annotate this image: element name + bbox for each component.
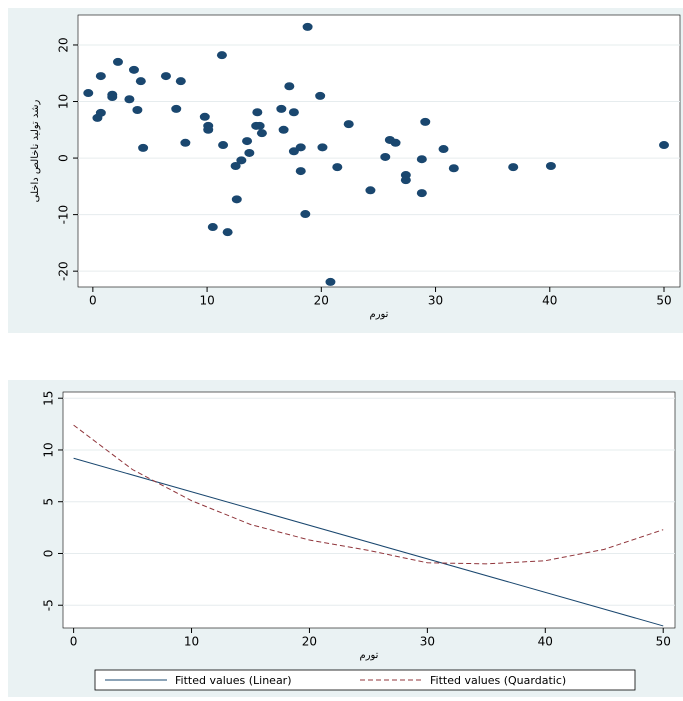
y-tick-label: -5	[42, 599, 56, 611]
point	[325, 278, 335, 286]
x-axis-label: تورم	[360, 650, 379, 661]
point	[200, 113, 210, 121]
point	[546, 162, 556, 170]
y-tick-label: 5	[42, 498, 56, 506]
x-axis-label: تورم	[370, 309, 389, 320]
point	[449, 164, 459, 172]
legend-label: Fitted values (Linear)	[175, 674, 292, 687]
legend-label: Fitted values (Quardatic)	[430, 674, 566, 687]
point	[176, 77, 186, 85]
point	[420, 118, 430, 126]
point	[391, 139, 401, 147]
point	[138, 144, 148, 152]
point	[132, 106, 142, 114]
page: -20-100102001020304050تورمرشد تولید ناخا…	[0, 0, 683, 697]
y-tick-label: 20	[57, 37, 71, 52]
point	[417, 189, 427, 197]
x-tick-label: 10	[184, 635, 199, 649]
point	[380, 153, 390, 161]
point	[136, 77, 146, 85]
x-tick-label: 50	[656, 294, 671, 308]
point	[315, 92, 325, 100]
point	[180, 139, 190, 147]
point	[296, 167, 306, 175]
point	[284, 82, 294, 90]
y-tick-label: 15	[42, 391, 56, 406]
point	[107, 93, 117, 101]
point	[317, 143, 327, 151]
point	[236, 156, 246, 164]
point	[289, 108, 299, 116]
y-tick-label: 10	[57, 94, 71, 109]
point	[113, 58, 123, 66]
point	[242, 137, 252, 145]
point	[129, 66, 139, 74]
x-tick-label: 40	[542, 294, 557, 308]
point	[303, 23, 313, 31]
x-tick-label: 0	[89, 294, 97, 308]
point	[276, 105, 286, 113]
y-tick-label: -20	[57, 261, 71, 281]
point	[252, 108, 262, 116]
point	[223, 228, 233, 236]
plot-area	[63, 392, 675, 628]
point	[203, 126, 213, 134]
y-tick-label: 10	[42, 442, 56, 457]
point	[439, 145, 449, 153]
point	[508, 163, 518, 171]
point	[296, 143, 306, 151]
y-axis-label: رشد تولید ناخالص داخلی	[30, 99, 41, 202]
x-tick-label: 30	[420, 635, 435, 649]
point	[96, 72, 106, 80]
point	[218, 141, 228, 149]
point	[83, 89, 93, 97]
y-tick-label: -10	[57, 205, 71, 225]
x-tick-label: 50	[656, 635, 671, 649]
point	[365, 186, 375, 194]
point	[300, 210, 310, 218]
x-tick-label: 40	[538, 635, 553, 649]
point	[344, 120, 354, 128]
point	[279, 126, 289, 134]
point	[161, 72, 171, 80]
point	[257, 129, 267, 137]
plot-area	[78, 15, 680, 287]
point	[244, 149, 254, 157]
x-tick-label: 30	[428, 294, 443, 308]
y-tick-label: 0	[42, 550, 56, 558]
point	[255, 122, 265, 130]
point	[659, 141, 669, 149]
point	[401, 176, 411, 184]
point	[124, 95, 134, 103]
point	[96, 109, 106, 117]
point	[208, 223, 218, 231]
x-tick-label: 10	[199, 294, 214, 308]
x-tick-label: 20	[302, 635, 317, 649]
point	[217, 51, 227, 59]
point	[417, 155, 427, 163]
point	[332, 163, 342, 171]
x-tick-label: 0	[70, 635, 78, 649]
point	[171, 105, 181, 113]
y-tick-label: 0	[57, 154, 71, 162]
point	[232, 195, 242, 203]
x-tick-label: 20	[314, 294, 329, 308]
